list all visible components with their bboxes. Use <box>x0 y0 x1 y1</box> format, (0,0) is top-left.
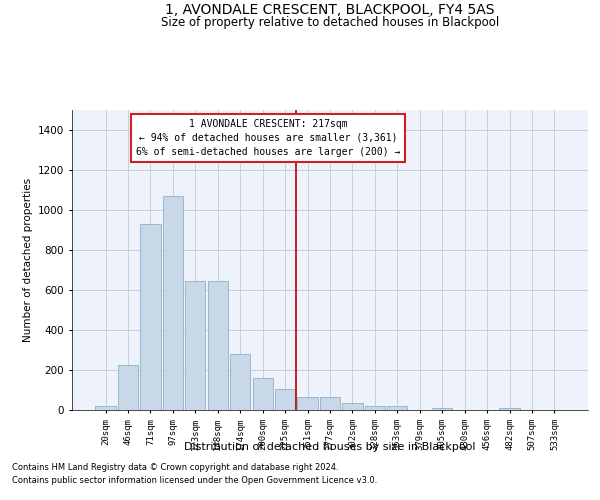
Bar <box>432 408 452 410</box>
Bar <box>163 196 183 410</box>
Bar <box>343 403 362 410</box>
Bar <box>320 397 340 410</box>
Bar <box>140 224 161 410</box>
Y-axis label: Number of detached properties: Number of detached properties <box>23 178 32 342</box>
Text: 1 AVONDALE CRESCENT: 217sqm
← 94% of detached houses are smaller (3,361)
6% of s: 1 AVONDALE CRESCENT: 217sqm ← 94% of det… <box>136 119 400 157</box>
Bar <box>499 408 520 410</box>
Bar <box>230 354 250 410</box>
Bar <box>298 397 317 410</box>
Text: Contains HM Land Registry data © Crown copyright and database right 2024.: Contains HM Land Registry data © Crown c… <box>12 464 338 472</box>
Bar <box>275 389 295 410</box>
Bar <box>365 406 385 410</box>
Bar <box>387 406 407 410</box>
Text: Size of property relative to detached houses in Blackpool: Size of property relative to detached ho… <box>161 16 499 29</box>
Text: 1, AVONDALE CRESCENT, BLACKPOOL, FY4 5AS: 1, AVONDALE CRESCENT, BLACKPOOL, FY4 5AS <box>165 2 495 16</box>
Bar <box>95 406 116 410</box>
Bar <box>208 281 228 410</box>
Bar <box>118 365 138 410</box>
Text: Contains public sector information licensed under the Open Government Licence v3: Contains public sector information licen… <box>12 476 377 485</box>
Bar <box>253 378 273 410</box>
Bar <box>185 281 205 410</box>
Text: Distribution of detached houses by size in Blackpool: Distribution of detached houses by size … <box>184 442 476 452</box>
